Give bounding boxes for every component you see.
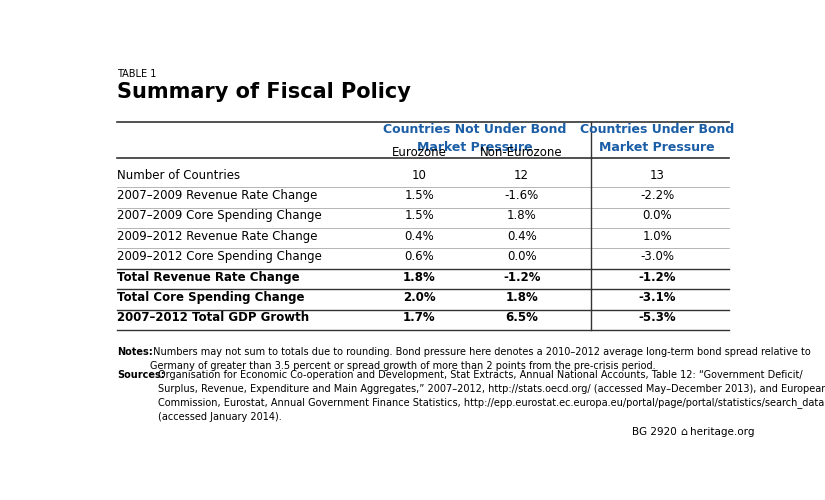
Text: 2007–2009 Revenue Rate Change: 2007–2009 Revenue Rate Change	[117, 189, 318, 202]
Text: ⌂: ⌂	[681, 428, 687, 438]
Text: Eurozone: Eurozone	[392, 146, 447, 159]
Text: 1.8%: 1.8%	[507, 210, 536, 222]
Text: 1.5%: 1.5%	[404, 210, 434, 222]
Text: 6.5%: 6.5%	[505, 312, 538, 324]
Text: 1.8%: 1.8%	[505, 291, 538, 304]
Text: Non-Eurozone: Non-Eurozone	[480, 146, 563, 159]
Text: BG 2920: BG 2920	[632, 428, 676, 438]
Text: Total Revenue Rate Change: Total Revenue Rate Change	[117, 270, 299, 283]
Text: -2.2%: -2.2%	[640, 189, 674, 202]
Text: -3.1%: -3.1%	[639, 291, 676, 304]
Text: 0.6%: 0.6%	[404, 250, 434, 263]
Text: Total Core Spending Change: Total Core Spending Change	[117, 291, 304, 304]
Text: 2007–2009 Core Spending Change: 2007–2009 Core Spending Change	[117, 210, 322, 222]
Text: Organisation for Economic Co-operation and Development, Stat Extracts, Annual Na: Organisation for Economic Co-operation a…	[158, 370, 825, 422]
Text: Notes:: Notes:	[117, 347, 153, 357]
Text: 12: 12	[514, 168, 529, 181]
Text: -5.3%: -5.3%	[639, 312, 676, 324]
Text: 2009–2012 Revenue Rate Change: 2009–2012 Revenue Rate Change	[117, 230, 318, 243]
Text: -1.2%: -1.2%	[503, 270, 540, 283]
Text: -3.0%: -3.0%	[640, 250, 674, 263]
Text: heritage.org: heritage.org	[690, 428, 754, 438]
Text: 0.0%: 0.0%	[643, 210, 672, 222]
Text: TABLE 1: TABLE 1	[117, 69, 157, 79]
Text: 2007–2012 Total GDP Growth: 2007–2012 Total GDP Growth	[117, 312, 309, 324]
Text: 0.0%: 0.0%	[507, 250, 536, 263]
Text: Number of Countries: Number of Countries	[117, 168, 240, 181]
Text: 2009–2012 Core Spending Change: 2009–2012 Core Spending Change	[117, 250, 322, 263]
Text: Summary of Fiscal Policy: Summary of Fiscal Policy	[117, 82, 411, 102]
Text: 1.7%: 1.7%	[403, 312, 436, 324]
Text: 0.4%: 0.4%	[404, 230, 434, 243]
Text: 1.0%: 1.0%	[643, 230, 672, 243]
Text: 0.4%: 0.4%	[507, 230, 536, 243]
Text: 2.0%: 2.0%	[403, 291, 436, 304]
Text: 10: 10	[412, 168, 427, 181]
Text: -1.2%: -1.2%	[639, 270, 676, 283]
Text: Numbers may not sum to totals due to rounding. Bond pressure here denotes a 2010: Numbers may not sum to totals due to rou…	[149, 347, 810, 370]
Text: Countries Under Bond
Market Pressure: Countries Under Bond Market Pressure	[580, 123, 734, 154]
Text: Countries Not Under Bond
Market Pressure: Countries Not Under Bond Market Pressure	[383, 123, 566, 154]
Text: 1.8%: 1.8%	[403, 270, 436, 283]
Text: -1.6%: -1.6%	[505, 189, 539, 202]
Text: 13: 13	[650, 168, 665, 181]
Text: 1.5%: 1.5%	[404, 189, 434, 202]
Text: Sources:: Sources:	[117, 370, 165, 380]
